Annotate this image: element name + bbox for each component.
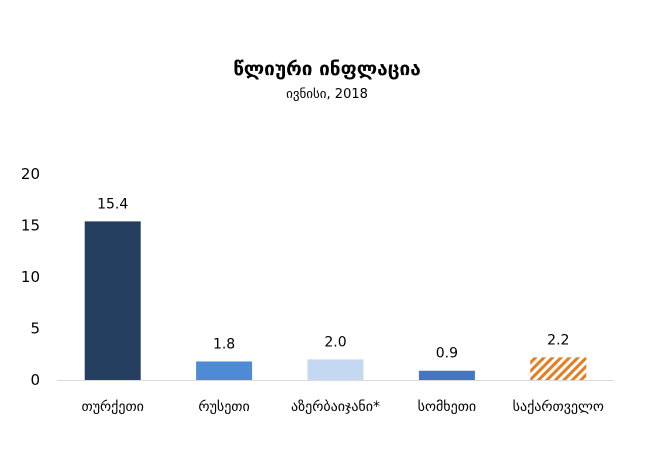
bar — [530, 357, 587, 380]
y-tick-label: 10 — [21, 268, 40, 286]
x-category-label: სომხეთი — [418, 399, 477, 415]
data-label: 1.8 — [213, 336, 235, 352]
y-tick-label: 15 — [21, 217, 40, 235]
bar — [307, 359, 364, 380]
data-label: 15.4 — [97, 196, 128, 212]
chart-subtitle: ივნისი, 2018 — [286, 87, 368, 102]
y-tick-label: 20 — [21, 165, 40, 183]
chart-title: წლიური ინფლაცია — [233, 58, 421, 80]
x-category-label: აზერბაიჯანი* — [291, 398, 380, 415]
data-label: 2.0 — [324, 334, 346, 350]
x-category-label: თურქეთი — [81, 398, 143, 415]
y-tick-label: 0 — [30, 371, 40, 389]
bar — [418, 370, 475, 380]
bar — [196, 361, 253, 380]
x-category-label: საქართველო — [513, 398, 604, 415]
y-tick-label: 5 — [30, 320, 40, 338]
x-category-label: რუსეთი — [198, 398, 249, 415]
data-label: 2.2 — [547, 332, 569, 348]
bar — [84, 221, 141, 380]
data-label: 0.9 — [436, 346, 458, 362]
